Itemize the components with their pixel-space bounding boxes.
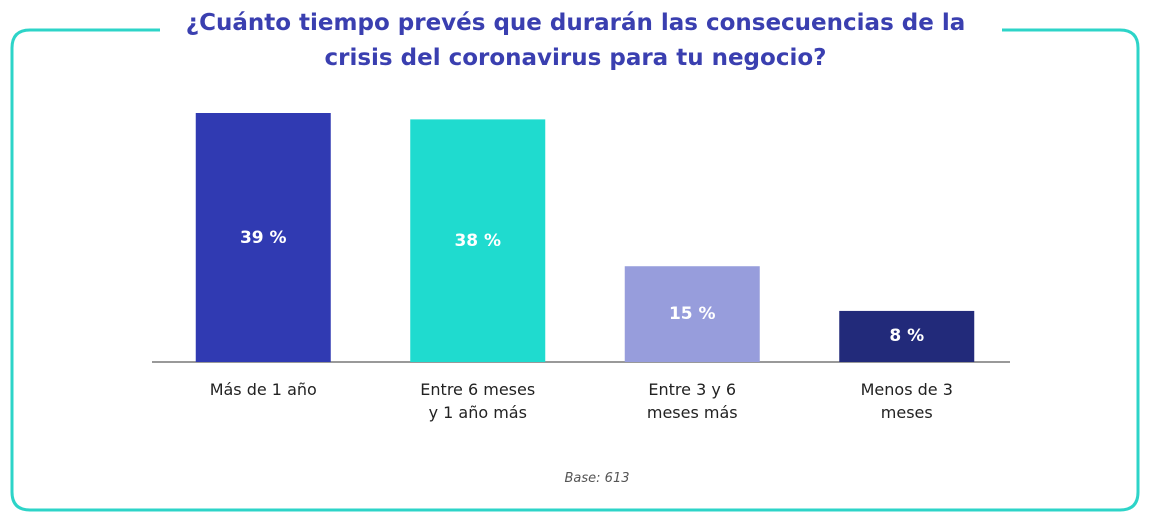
frame: [10, 28, 1140, 512]
bar: [839, 310, 975, 362]
x-tick-label: Entre 3 y 6 meses más: [646, 380, 738, 422]
bar: [195, 113, 331, 362]
value-label: 8 %: [889, 326, 925, 347]
note: Base: 613: [564, 471, 630, 486]
bar: [410, 119, 546, 362]
value-label: 15 %: [668, 304, 716, 325]
x-tick-label: Menos de 3 meses: [860, 380, 953, 422]
value-label: 39 %: [239, 227, 287, 248]
x-tick-label: Entre 6 meses y 1 año más: [420, 380, 536, 422]
chart-title: ¿Cuánto tiempo prevés que durarán las co…: [185, 10, 966, 71]
bar: [624, 266, 760, 362]
value-label: 38 %: [454, 230, 502, 251]
x-tick-label: Más de 1 año: [209, 380, 317, 399]
